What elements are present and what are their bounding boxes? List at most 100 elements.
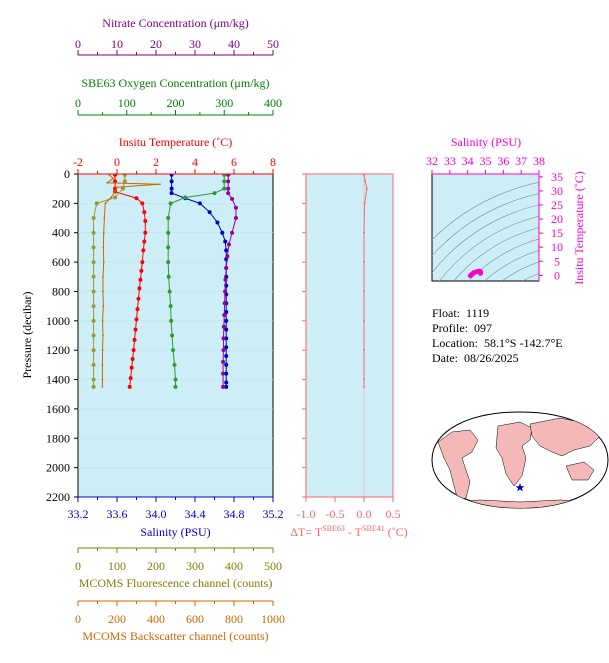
fluorescence-point (122, 179, 127, 184)
map-land-africa-europe (495, 421, 533, 487)
backscatter-point (102, 261, 105, 263)
backscatter-point (101, 319, 104, 322)
deltat-point (363, 202, 366, 205)
ts-x-tick-label: 37 (515, 154, 527, 168)
nitrate-point (226, 174, 231, 177)
oxygen-point (170, 333, 175, 338)
temperature-point (141, 248, 146, 253)
salinity-tick-label: 34.4 (185, 507, 206, 521)
deltat-point (363, 378, 365, 381)
backscatter-point (102, 246, 105, 249)
pressure-tick-label: 2000 (46, 461, 70, 475)
nitrate-point (221, 324, 226, 329)
fluorescence-tick-label: 100 (108, 559, 126, 573)
ts-y-tick-label: 10 (551, 240, 563, 254)
salinity-point (197, 201, 202, 206)
temperature-point (136, 296, 141, 301)
salinity-point (224, 327, 229, 332)
temperature-point (133, 327, 138, 332)
salinity-point (169, 191, 174, 196)
fluorescence-point (91, 348, 96, 353)
nitrate-point (233, 216, 238, 221)
map-land-australia (565, 461, 595, 481)
nitrate-axis-label: Nitrate Concentration (μm/kg) (102, 16, 248, 30)
backscatter-point (104, 202, 107, 205)
deltat-point (363, 261, 365, 264)
fluorescence-point (122, 174, 127, 177)
salinity-point (169, 179, 174, 184)
nitrate-point (230, 230, 235, 235)
fluorescence-point (91, 260, 96, 265)
salinity-point (169, 174, 174, 177)
fluorescence-point (91, 333, 96, 338)
fluorescence-tick-label: 200 (147, 559, 165, 573)
nitrate-point (221, 384, 226, 389)
oxygen-point (212, 191, 217, 196)
nitrate-point (222, 312, 227, 317)
backscatter-point (102, 334, 104, 337)
ts-y-tick-label: 25 (551, 198, 563, 212)
pressure-tick-label: 1400 (46, 373, 70, 387)
fluorescence-point (91, 377, 96, 382)
temperature-tick-label: 0 (114, 155, 120, 169)
ts-series-layer (432, 182, 539, 281)
pressure-tick-label: 1800 (46, 431, 70, 445)
nitrate-tick-label: 20 (150, 37, 162, 51)
fluorescence-point (120, 186, 125, 191)
oxygen-point (166, 245, 171, 250)
ts-x-tick-label: 34 (462, 154, 474, 168)
oxygen-axis-label: SBE63 Oxygen Concentration (μm/kg) (81, 76, 269, 90)
delta-t-plot-area (305, 173, 394, 498)
nitrate-point (221, 359, 226, 364)
delta-t-label-part: (˚C) (385, 525, 408, 539)
salinity-point (223, 239, 228, 244)
deltat-point (363, 231, 365, 234)
nitrate-point (221, 348, 226, 353)
float-info-panel: Float: 1119 Profile: 097 Location: 58.1°… (432, 306, 563, 366)
backscatter-point (159, 183, 161, 186)
salinity-point (224, 318, 229, 323)
backscatter-point (102, 231, 105, 234)
backscatter-point (114, 190, 116, 193)
backscatter-tick-label: 600 (186, 612, 204, 626)
fluorescence-point (94, 201, 99, 206)
oxygen-point (167, 289, 172, 294)
nitrate-tick-label: 30 (189, 37, 201, 51)
temperature-tick-label: 8 (270, 155, 276, 169)
backscatter-tick-label: 1000 (261, 612, 285, 626)
oxygen-point (169, 318, 174, 323)
temperature-tick-label: 6 (231, 155, 237, 169)
fluorescence-point (91, 362, 96, 367)
fluorescence-point (91, 304, 96, 309)
nitrate-point (226, 186, 231, 191)
backscatter-point (101, 385, 104, 388)
fluorescence-point (91, 274, 96, 279)
deltat-point (363, 290, 365, 293)
temperature-point (142, 210, 147, 215)
oxygen-point (222, 186, 227, 191)
fluorescence-point (91, 230, 96, 235)
temperature-point (137, 286, 142, 291)
temperature-point (140, 260, 145, 265)
delta-t-tick-label: -1.0 (297, 507, 316, 521)
nitrate-tick-label: 40 (228, 37, 240, 51)
nitrate-point (226, 191, 231, 196)
delta-t-label-part: - T (345, 525, 363, 539)
backscatter-point (116, 186, 118, 189)
ts-y-tick-label: 35 (551, 170, 563, 184)
temperature-point (135, 307, 140, 312)
location-label: Location: (432, 336, 478, 350)
ts-y-tick-label: 5 (554, 254, 560, 268)
delta-t-label-part: SBE63 (322, 524, 345, 533)
backscatter-tick-label: 200 (108, 612, 126, 626)
backscatter-tick-label: 400 (147, 612, 165, 626)
nitrate-point (226, 242, 231, 247)
salinity-point (224, 354, 229, 359)
nitrate-point (233, 205, 238, 210)
backscatter-point (103, 217, 106, 219)
fluorescence-point (91, 289, 96, 294)
oxygen-point (173, 384, 178, 389)
ts-x-tick-label: 38 (533, 154, 545, 168)
oxygen-point (166, 274, 171, 279)
backscatter-point (102, 290, 104, 293)
